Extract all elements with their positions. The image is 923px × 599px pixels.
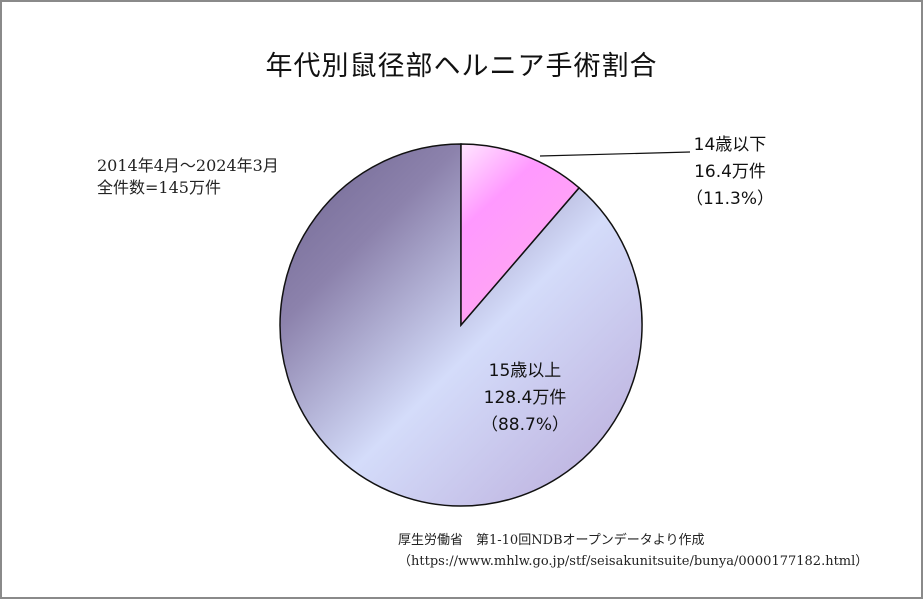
pie-slice-14-and-under[interactable] — [460, 143, 581, 328]
chart-period-info: 2014年4月～2024年3月 全件数=145万件 — [97, 155, 279, 199]
slice-percent-label: （88.7%） — [480, 415, 569, 435]
source-text: 厚生労働省 第1-10回NDBオープンデータより作成 — [398, 533, 705, 548]
slice-age-label: 15歳以上 — [488, 361, 562, 381]
period-text: 2014年4月～2024年3月 — [97, 156, 279, 175]
slice-label-14-and-under: 14歳以下 16.4万件 （11.3%） — [670, 132, 790, 213]
slice-count-label: 128.4万件 — [483, 388, 567, 408]
slice-count-label: 16.4万件 — [694, 162, 766, 182]
slice-percent-label: （11.3%） — [685, 189, 774, 209]
total-count-text: 全件数=145万件 — [97, 178, 221, 197]
leader-line — [539, 151, 691, 157]
slice-age-label: 14歳以下 — [693, 135, 767, 155]
source-note: 厚生労働省 第1-10回NDBオープンデータより作成 （https://www.… — [398, 530, 868, 572]
source-url: （https://www.mhlw.go.jp/stf/seisakunitsu… — [398, 554, 869, 569]
slice-label-15-and-over: 15歳以上 128.4万件 （88.7%） — [450, 358, 600, 439]
chart-title: 年代別鼠径部ヘルニア手術割合 — [265, 51, 658, 82]
